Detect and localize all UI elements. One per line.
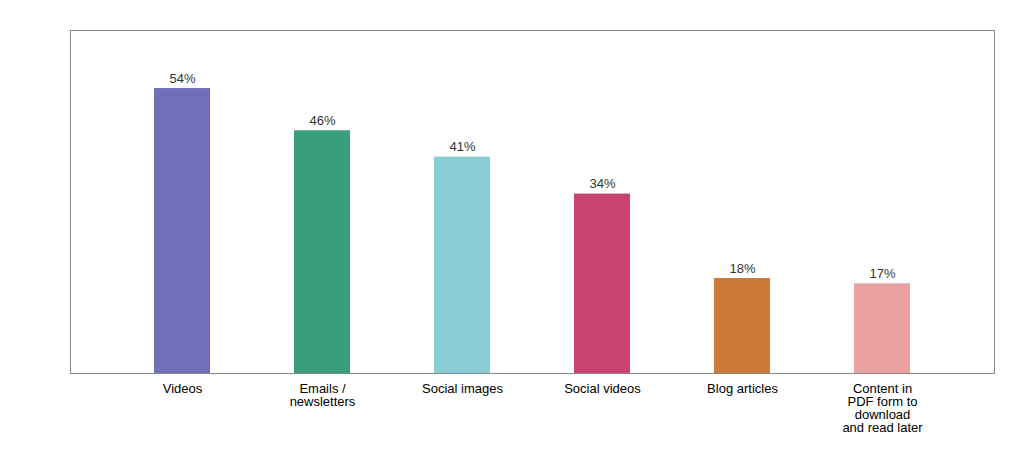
svg-text:Social videos: Social videos	[564, 381, 641, 396]
svg-text:Content inPDF form todownloada: Content inPDF form todownloadand read la…	[842, 381, 923, 435]
svg-text:Videos: Videos	[163, 381, 203, 396]
svg-text:34%: 34%	[589, 176, 615, 191]
svg-text:46%: 46%	[309, 113, 335, 128]
svg-text:Social images: Social images	[422, 381, 503, 396]
svg-text:Emails /newsletters: Emails /newsletters	[290, 381, 356, 409]
svg-text:18%: 18%	[729, 261, 755, 276]
svg-text:17%: 17%	[869, 266, 895, 281]
svg-text:Blog articles: Blog articles	[707, 381, 778, 396]
svg-text:41%: 41%	[449, 139, 475, 154]
svg-text:54%: 54%	[169, 71, 195, 86]
